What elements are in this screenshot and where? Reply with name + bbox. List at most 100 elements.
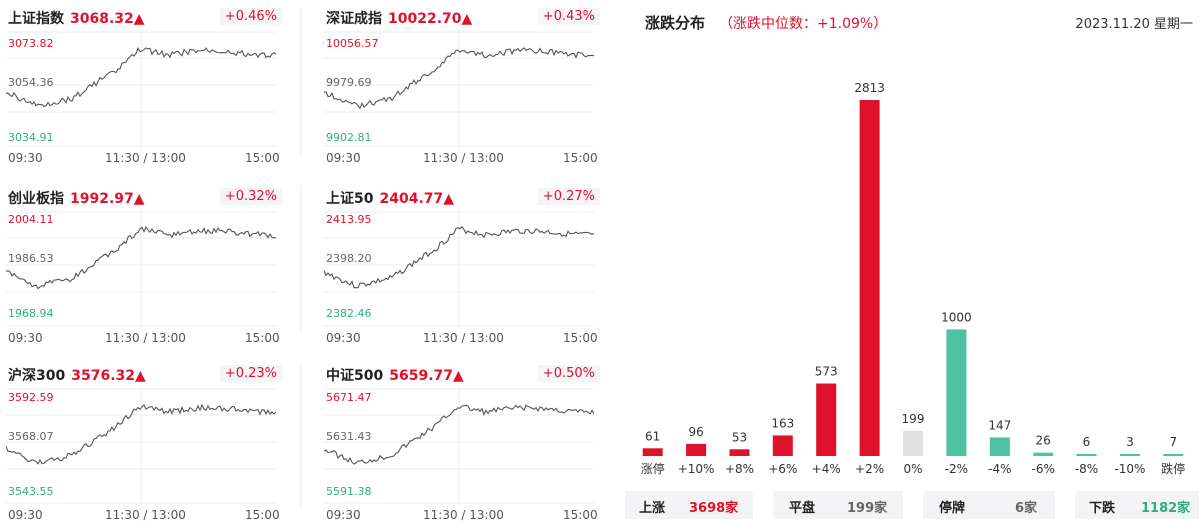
summary-flat[interactable]: 平盘 199家 (773, 491, 903, 519)
bar-7[interactable] (946, 329, 967, 456)
time-mid-label: 11:30 / 13:00 (423, 508, 504, 521)
time-mid-label: 11:30 / 13:00 (423, 331, 504, 345)
bar-value-label: 96 (688, 425, 703, 439)
category-label: 0% (903, 462, 922, 476)
index-value: 2404.77▲ (379, 191, 455, 207)
time-close-label: 15:00 (563, 331, 598, 345)
bar-value-label: 199 (902, 412, 925, 426)
divider (300, 8, 301, 156)
category-label: +4% (812, 462, 841, 476)
index-change-badge: +0.23% (219, 365, 282, 382)
bar-9[interactable] (1033, 452, 1054, 456)
index-panel-zz500[interactable]: 中证500 5659.77▲ +0.50% 5671.47 5631.43 559… (318, 357, 608, 521)
category-label: -4% (988, 462, 1011, 476)
axis-mid-label: 3054.36 (8, 76, 54, 89)
index-change-badge: +0.50% (537, 365, 600, 382)
index-header: 上证指数 3068.32▲ +0.46% (8, 8, 282, 30)
axis-low-label: 9902.81 (326, 131, 372, 144)
distribution-bar-chart: 61 涨停 96 +10% 53 +8% 163 +6% 573 +4% 2813 +2% 199 0% 1… (641, 81, 1186, 476)
bar-value-label: 6 (1083, 435, 1091, 449)
axis-high-label: 2004.11 (8, 213, 54, 226)
time-mid-label: 11:30 / 13:00 (423, 151, 504, 165)
axis-low-label: 3543.55 (8, 485, 54, 498)
distribution-panel: 涨跌分布 （涨跌中位数：+1.09%） 2023.11.20 星期一 61 涨停 9… (625, 0, 1201, 521)
bar-12[interactable] (1163, 454, 1184, 456)
intraday-line-chart (6, 387, 276, 505)
index-header: 上证50 2404.77▲ +0.27% (326, 188, 600, 210)
intraday-line-chart (6, 210, 276, 328)
index-value: 5659.77▲ (389, 368, 464, 384)
bar-value-label: 2813 (854, 81, 885, 95)
category-label: -2% (945, 462, 968, 476)
index-panel-sh[interactable]: 上证指数 3068.32▲ +0.46% 3073.82 3054.36 3034… (0, 0, 290, 170)
index-name: 深证成指 (326, 11, 382, 27)
index-change-badge: +0.43% (537, 8, 600, 25)
index-panel-sz[interactable]: 深证成指 10022.70▲ +0.43% 10056.57 9979.69 99… (318, 0, 608, 170)
time-open-label: 09:30 (8, 508, 43, 521)
bar-1[interactable] (686, 443, 707, 456)
bar-value-label: 26 (1036, 434, 1051, 448)
divider (300, 362, 301, 510)
axis-high-label: 3073.82 (8, 37, 54, 50)
bar-value-label: 7 (1169, 435, 1177, 449)
bar-value-label: 147 (988, 418, 1011, 432)
time-mid-label: 11:30 / 13:00 (105, 331, 186, 345)
axis-mid-label: 1986.53 (8, 252, 54, 265)
time-mid-label: 11:30 / 13:00 (105, 508, 186, 521)
axis-low-label: 2382.46 (326, 307, 372, 320)
index-name: 沪深300 (8, 368, 66, 384)
axis-low-label: 5591.38 (326, 485, 372, 498)
time-open-label: 09:30 (326, 508, 361, 521)
index-header: 深证成指 10022.70▲ +0.43% (326, 8, 600, 30)
summary-label: 上涨 (639, 501, 666, 516)
time-close-label: 15:00 (563, 151, 598, 165)
bar-11[interactable] (1119, 454, 1140, 456)
axis-high-label: 2413.95 (326, 213, 372, 226)
axis-mid-label: 2398.20 (326, 252, 372, 265)
summary-value: 199家 (847, 501, 888, 516)
index-panel-cyb[interactable]: 创业板指 1992.97▲ +0.32% 2004.11 1986.53 1968… (0, 180, 290, 350)
category-label: -10% (1114, 462, 1145, 476)
median-change-label: （涨跌中位数：+1.09%） (719, 16, 888, 32)
intraday-line-chart (324, 210, 594, 328)
axis-mid-label: 9979.69 (326, 76, 372, 89)
time-close-label: 15:00 (245, 151, 280, 165)
bar-2[interactable] (729, 449, 750, 456)
time-mid-label: 11:30 / 13:00 (105, 151, 186, 165)
bar-10[interactable] (1076, 454, 1097, 456)
bar-0[interactable] (642, 448, 663, 456)
index-name: 上证指数 (8, 11, 64, 27)
axis-low-label: 1968.94 (8, 307, 54, 320)
bar-value-label: 61 (645, 429, 660, 443)
axis-low-label: 3034.91 (8, 131, 54, 144)
category-label: 跌停 (1161, 461, 1185, 476)
bar-value-label: 1000 (941, 310, 972, 324)
time-close-label: 15:00 (563, 508, 598, 521)
index-panel-hs300[interactable]: 沪深300 3576.32▲ +0.23% 3592.59 3568.07 354… (0, 357, 290, 521)
summary-down[interactable]: 下跌 1182家 (1075, 491, 1199, 519)
bar-value-label: 163 (771, 416, 794, 430)
bar-5[interactable] (859, 100, 880, 456)
bar-value-label: 53 (732, 430, 747, 444)
summary-up[interactable]: 上涨 3698家 (625, 491, 753, 519)
bar-4[interactable] (816, 383, 837, 457)
index-value: 3068.32▲ (70, 11, 145, 27)
index-value: 10022.70▲ (388, 11, 473, 27)
summary-suspended[interactable]: 停牌 6家 (923, 491, 1055, 519)
bar-3[interactable] (772, 435, 793, 456)
category-label: 涨停 (641, 461, 665, 476)
time-open-label: 09:30 (326, 151, 361, 165)
bar-8[interactable] (989, 437, 1010, 456)
category-label: +6% (768, 462, 797, 476)
summary-label: 平盘 (789, 501, 816, 516)
category-label: +8% (725, 462, 754, 476)
index-panel-sz50[interactable]: 上证50 2404.77▲ +0.27% 2413.95 2398.20 2382… (318, 180, 608, 350)
bar-6[interactable] (903, 430, 923, 456)
bar-value-label: 3 (1126, 435, 1134, 449)
index-name: 上证50 (326, 191, 374, 207)
summary-value: 1182家 (1141, 501, 1191, 516)
index-header: 中证500 5659.77▲ +0.50% (326, 365, 600, 387)
bar-value-label: 573 (815, 365, 838, 379)
axis-high-label: 3592.59 (8, 391, 54, 404)
divider (300, 185, 301, 333)
